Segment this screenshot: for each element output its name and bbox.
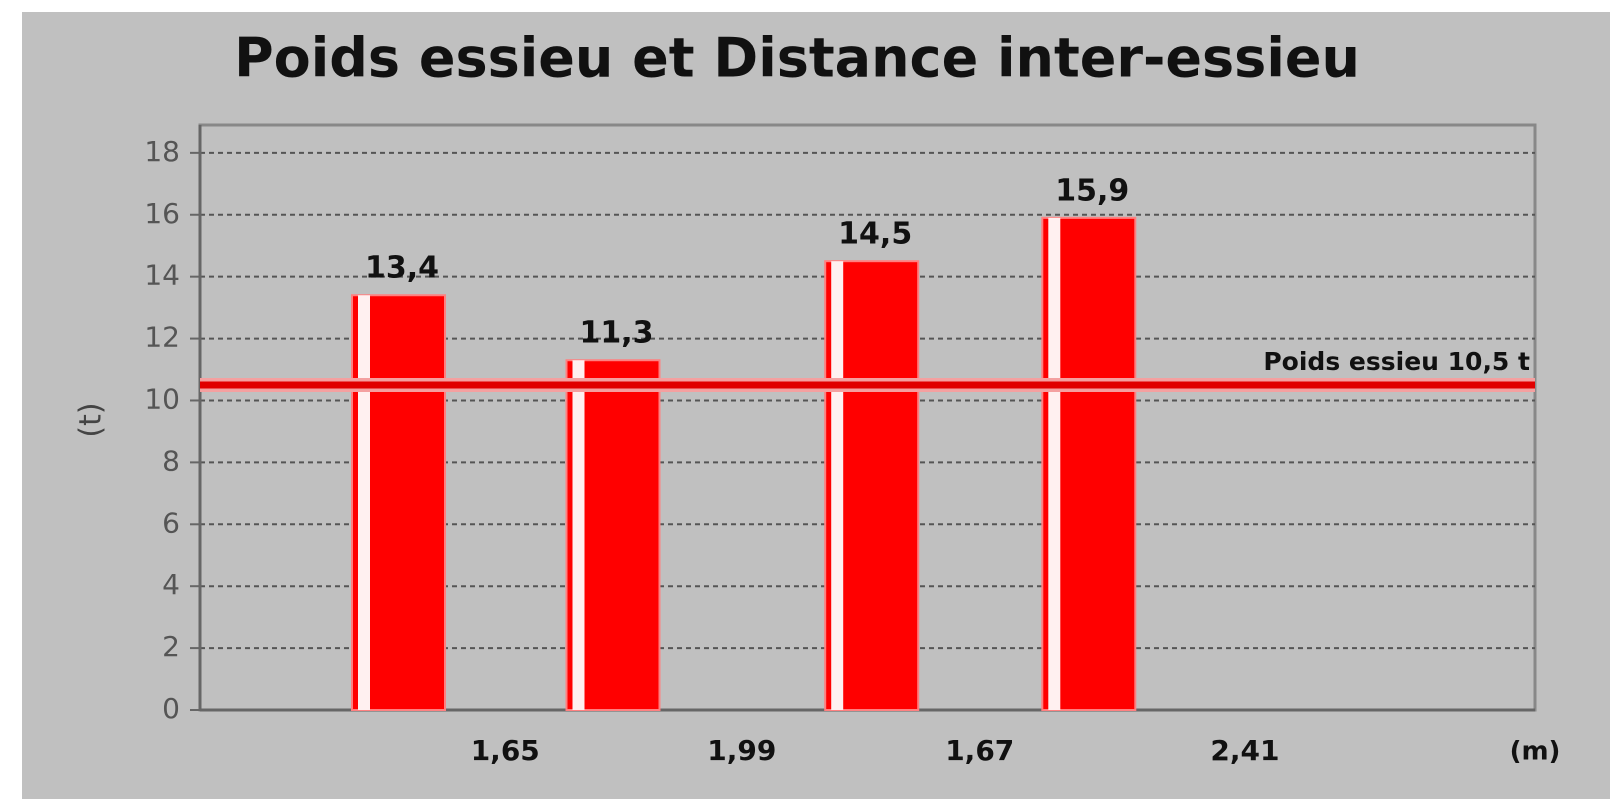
y-tick-label: 18 bbox=[144, 135, 180, 168]
y-tick-label: 16 bbox=[144, 197, 180, 230]
bar-highlight bbox=[1048, 217, 1061, 710]
chart-title: Poids essieu et Distance inter-essieu bbox=[234, 27, 1360, 90]
distance-label: 1,65 bbox=[471, 734, 540, 767]
reference-line-label: Poids essieu 10,5 t bbox=[1263, 347, 1530, 376]
distance-label: 1,67 bbox=[945, 734, 1014, 767]
chart-background bbox=[22, 12, 1610, 799]
y-tick-label: 8 bbox=[162, 444, 180, 477]
y-tick-label: 4 bbox=[162, 568, 180, 601]
y-tick-label: 6 bbox=[162, 506, 180, 539]
bar-highlight bbox=[831, 261, 844, 710]
y-tick-label: 10 bbox=[144, 382, 180, 415]
bar-highlight bbox=[572, 360, 585, 710]
distance-label: 1,99 bbox=[707, 734, 776, 767]
y-tick-label: 14 bbox=[144, 259, 180, 292]
y-tick-label: 0 bbox=[162, 692, 180, 725]
value-label: 15,9 bbox=[1055, 173, 1129, 208]
bar-highlight bbox=[358, 295, 370, 710]
y-tick-label: 2 bbox=[162, 630, 180, 663]
y-axis-label: (t) bbox=[74, 402, 109, 437]
value-label: 11,3 bbox=[579, 316, 653, 351]
value-label: 13,4 bbox=[365, 251, 439, 286]
x-axis-label: (m) bbox=[1510, 737, 1561, 767]
y-tick-label: 12 bbox=[144, 321, 180, 354]
value-label: 14,5 bbox=[838, 217, 912, 252]
distance-label: 2,41 bbox=[1210, 734, 1279, 767]
